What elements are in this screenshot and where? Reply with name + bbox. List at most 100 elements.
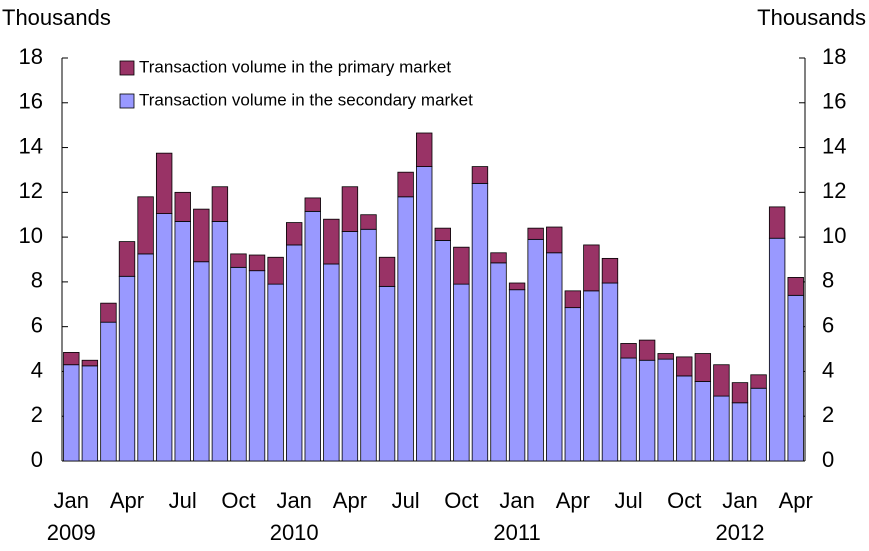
y-tick-label: 8 <box>31 268 43 293</box>
bar-segment <box>81 365 99 462</box>
bar-segment <box>211 186 229 222</box>
bar-segment <box>100 321 117 462</box>
bar-segment <box>527 227 544 240</box>
bar-segment <box>750 374 767 389</box>
bar-segment <box>471 166 489 184</box>
x-tick-label: Apr <box>779 488 813 513</box>
bar-segment <box>81 359 99 367</box>
bar-segment <box>471 182 489 462</box>
bar-segment <box>564 290 582 309</box>
x-tick-label: Jan <box>722 488 757 513</box>
bar-segment <box>174 191 191 222</box>
bar-segment <box>508 282 526 291</box>
bar-segment <box>118 241 136 277</box>
x-year-label: 2010 <box>270 520 319 545</box>
x-tick-label: Apr <box>556 488 590 513</box>
x-tick-label: Jan <box>276 488 311 513</box>
y-axis-label-right: Thousands <box>757 5 866 30</box>
bar-segment <box>304 197 321 212</box>
x-tick-label: Jan <box>499 488 534 513</box>
bar-segment <box>323 218 340 265</box>
bar-segment <box>583 244 600 292</box>
bar-segment <box>453 283 470 462</box>
y2-tick-label: 8 <box>822 268 834 293</box>
x-tick-label: Apr <box>110 488 144 513</box>
bar-segment <box>713 364 730 397</box>
bar-segment <box>230 266 247 462</box>
legend-swatch <box>119 60 135 76</box>
bar-segment <box>694 353 712 382</box>
y-tick-label: 18 <box>19 44 43 69</box>
bar-segment <box>657 353 674 360</box>
bar-segment <box>378 256 396 287</box>
y-tick-label: 2 <box>31 402 43 427</box>
bar-segment <box>490 252 507 264</box>
x-tick-label: Oct <box>221 488 255 513</box>
x-year-label: 2012 <box>716 520 765 545</box>
y2-tick-label: 16 <box>822 89 846 114</box>
bar-segment <box>63 364 80 462</box>
x-tick-label: Apr <box>333 488 367 513</box>
x-tick-label: Jul <box>392 488 420 513</box>
bar-segment <box>546 252 563 462</box>
y-tick-label: 12 <box>19 178 43 203</box>
bar-segment <box>341 231 359 462</box>
bar-segment <box>304 210 321 462</box>
bar-segment <box>174 221 191 462</box>
y2-tick-label: 14 <box>822 133 846 158</box>
y2-tick-label: 10 <box>822 223 846 248</box>
x-year-label: 2009 <box>47 520 96 545</box>
bar-segment <box>601 282 619 462</box>
bar-segment <box>620 357 637 462</box>
bar-segment <box>397 171 414 198</box>
y2-tick-label: 18 <box>822 44 846 69</box>
bar-segment <box>768 237 786 462</box>
bar-segment <box>731 402 749 462</box>
bar-segment <box>694 381 712 462</box>
x-tick-label: Oct <box>444 488 478 513</box>
y-tick-label: 0 <box>31 447 43 472</box>
x-tick-label: Jul <box>169 488 197 513</box>
bar-segment <box>100 302 117 323</box>
bar-segment <box>230 253 247 268</box>
bar-segment <box>378 285 396 462</box>
x-tick-label: Jan <box>54 488 89 513</box>
bar-segment <box>155 213 173 462</box>
bar-segment <box>118 275 136 462</box>
bar-segment <box>416 166 433 462</box>
bar-segment <box>211 221 229 462</box>
bar-segment <box>267 256 284 285</box>
y-tick-label: 4 <box>31 357 43 382</box>
bar-segment <box>341 186 359 232</box>
bar-segment <box>527 238 544 462</box>
bar-segment <box>360 228 377 462</box>
bar-segment <box>768 206 786 239</box>
bar-segment <box>434 240 451 462</box>
x-tick-label: Jul <box>614 488 642 513</box>
y2-tick-label: 12 <box>822 178 846 203</box>
bar-segment <box>267 283 284 462</box>
bar-segment <box>155 152 173 215</box>
x-tick-label: Oct <box>667 488 701 513</box>
bar-segment <box>193 208 210 263</box>
y-tick-label: 10 <box>19 223 43 248</box>
bar-segment <box>676 375 693 462</box>
bar-segment <box>638 359 656 462</box>
bar-segment <box>787 277 804 296</box>
y-tick-label: 16 <box>19 89 43 114</box>
y2-tick-label: 0 <box>822 447 834 472</box>
bar-segment <box>490 262 507 462</box>
bar-segment <box>285 244 303 462</box>
bar-segment <box>323 263 340 462</box>
bar-segment <box>583 290 600 462</box>
y2-tick-label: 6 <box>822 312 834 337</box>
bar-segment <box>397 196 414 462</box>
bar-segment <box>193 261 210 462</box>
bar-segment <box>657 358 674 462</box>
legend-label: Transaction volume in the primary market <box>139 57 451 76</box>
y2-tick-label: 2 <box>822 402 834 427</box>
bar-segment <box>285 222 303 246</box>
bar-segment <box>416 132 433 167</box>
bar-segment <box>546 226 563 254</box>
